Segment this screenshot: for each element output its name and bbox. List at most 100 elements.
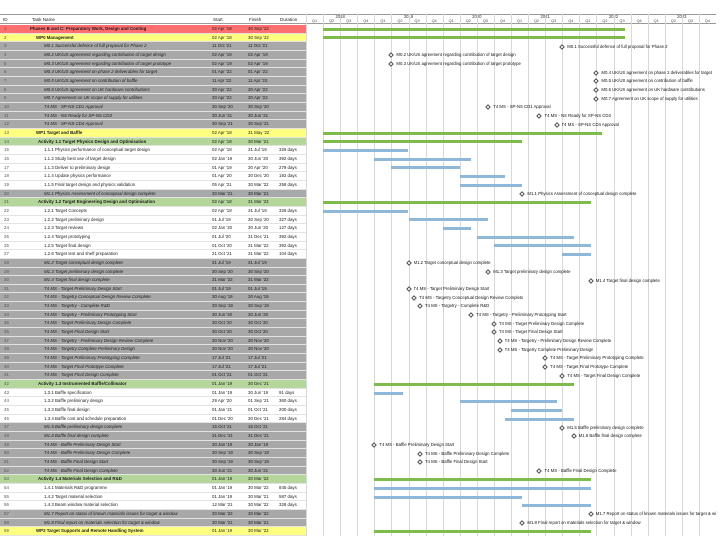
task-row[interactable]: 10 T4 MS - SP-NS CD1 Approval 30 Sep '20 30… xyxy=(0,102,306,112)
task-row[interactable]: 44 1.3.2 Baffle preliminary design 29 Apr … xyxy=(0,397,306,407)
task-bar[interactable] xyxy=(374,495,523,499)
task-row[interactable]: 25 1.2.4 Target prototyping 01 Jul '20 31 D… xyxy=(0,232,306,242)
task-row[interactable]: 11 T4 MS - NS Ready for SP-NS CD3 30 Jun '… xyxy=(0,111,306,121)
milestone-diamond-icon[interactable] xyxy=(388,61,395,67)
summary-bar[interactable] xyxy=(374,530,591,534)
task-row[interactable]: 52 T4 MS - Baffle Final Design Complete 30… xyxy=(0,466,306,476)
task-row[interactable]: 5 M0.3 UK/US agreement regarding contribu… xyxy=(0,59,306,69)
task-row[interactable]: 14 Activity 1.1 Target Physics Design and… xyxy=(0,137,306,147)
milestone-diamond-icon[interactable] xyxy=(417,303,423,310)
task-bar[interactable] xyxy=(476,235,574,239)
task-row[interactable]: 46 1.3.4 Baffle cost and schedule prepara… xyxy=(0,414,306,424)
column-header-id[interactable]: ID xyxy=(0,14,30,24)
task-row[interactable]: 40 T4 MS - Target Final Prototype Complet… xyxy=(0,362,306,372)
milestone-diamond-icon[interactable] xyxy=(388,52,395,59)
milestone-diamond-icon[interactable] xyxy=(559,424,566,431)
task-row[interactable]: 24 1.2.3 Target reviews 02 Jan '20 30 Jun '… xyxy=(0,224,306,233)
milestone-diamond-icon[interactable] xyxy=(417,450,423,457)
task-row[interactable]: 35 T4 MS - Target Preliminary Design Comp… xyxy=(0,319,306,329)
task-row[interactable]: 49 T4 MS - Baffle Preliminary Design Star… xyxy=(0,440,306,450)
task-row[interactable]: 39 T4 MS - Target Preliminary Prototyping… xyxy=(0,354,306,363)
milestone-diamond-icon[interactable] xyxy=(593,87,600,93)
task-bar[interactable] xyxy=(459,175,506,179)
task-row[interactable]: 4 M0.2 UK/US agreement regarding contribu… xyxy=(0,50,306,60)
task-row[interactable]: 59 WP2 Target Supports and Remote Handlin… xyxy=(0,527,306,536)
task-bar[interactable] xyxy=(391,166,460,170)
task-row[interactable]: 42 Activity 1.3 Instrumented Baffle/Colli… xyxy=(0,380,306,389)
milestone-diamond-icon[interactable] xyxy=(519,520,526,526)
task-row[interactable]: 33 T4 MS - Targetry - Complete R&D 30 Sep … xyxy=(0,302,306,311)
task-row[interactable]: 16 1.1.2 Study best use of target design 0… xyxy=(0,154,306,164)
task-row[interactable]: 1 Phases B and C: Preparatory Work, Desig… xyxy=(0,25,306,34)
column-header-finish[interactable]: Finish xyxy=(248,14,279,24)
task-row[interactable]: 9 M0.7 Agreement on UK scope of supply fo… xyxy=(0,94,306,103)
milestone-diamond-icon[interactable] xyxy=(411,294,418,301)
task-row[interactable]: 55 1.4.2 Target material selection 01 Jan … xyxy=(0,492,306,502)
task-row[interactable]: 56 1.4.3 Beam window material selection 12… xyxy=(0,501,306,510)
milestone-diamond-icon[interactable] xyxy=(485,268,492,275)
summary-bar[interactable] xyxy=(323,131,603,135)
task-row[interactable]: 34 T4 MS - Targetry - Preliminary Prototy… xyxy=(0,310,306,320)
task-row[interactable]: 54 1.4.1 Materials R&D programme 01 Jan '1… xyxy=(0,484,306,493)
milestone-diamond-icon[interactable] xyxy=(593,78,600,85)
task-bar[interactable] xyxy=(442,227,472,231)
milestone-diamond-icon[interactable] xyxy=(536,113,543,119)
task-bar[interactable] xyxy=(459,183,523,187)
task-bar[interactable] xyxy=(323,149,409,153)
task-row[interactable]: 38 T4 MS - Targetry Complete Preliminary … xyxy=(0,345,306,355)
task-row[interactable]: 32 T4 MS - Targetry Conceptual Design Rev… xyxy=(0,293,306,303)
task-row[interactable]: 57 M1.7 Report on status of known materia… xyxy=(0,510,306,519)
task-row[interactable]: 48 M1.6 Baffle final design complete 31 De… xyxy=(0,432,306,441)
task-row[interactable]: 47 M1.5 Baffle preliminary design complet… xyxy=(0,423,306,433)
milestone-diamond-icon[interactable] xyxy=(405,286,412,292)
task-row[interactable]: 53 Activity 1.4 Materials Selection and R… xyxy=(0,475,306,485)
task-row[interactable]: 36 T4 MS - Target Final Design Start 30 Oc… xyxy=(0,328,306,337)
milestone-diamond-icon[interactable] xyxy=(405,260,412,267)
milestone-diamond-icon[interactable] xyxy=(371,442,378,448)
task-row[interactable]: 45 1.3.3 Baffle final design 01 Jan '21 01 … xyxy=(0,406,306,415)
task-bar[interactable] xyxy=(562,253,591,257)
summary-bar[interactable] xyxy=(323,140,523,144)
task-row[interactable]: 3 M0.1 Successful defence of full proposa… xyxy=(0,42,306,51)
milestone-diamond-icon[interactable] xyxy=(468,312,474,318)
task-row[interactable]: 12 T4 MS - SP-NS CD4 Approval 30 Sep '21 30… xyxy=(0,120,306,129)
task-row[interactable]: 19 1.1.5 Final target design and physics … xyxy=(0,180,306,190)
milestone-diamond-icon[interactable] xyxy=(542,355,548,362)
task-row[interactable]: 43 1.3.1 Baffle specification 01 Jan '19 30… xyxy=(0,388,306,398)
task-row[interactable]: 51 T4 MS - Baffle Final Design Start 30 Se… xyxy=(0,458,306,467)
milestone-diamond-icon[interactable] xyxy=(542,364,548,370)
task-row[interactable]: 2 WP0 Management 02 Apr '18 30 Sep '22 xyxy=(0,33,306,43)
task-bar[interactable] xyxy=(374,157,472,161)
summary-bar[interactable] xyxy=(323,36,625,40)
task-row[interactable]: 7 M0.5 UK/US agreement on contribution of… xyxy=(0,76,306,86)
task-row[interactable]: 17 1.1.3 Deliver to preliminary design 01 … xyxy=(0,163,306,173)
task-row[interactable]: 13 WP1 Target and Baffle 02 Apr '18 31 May … xyxy=(0,128,306,138)
task-row[interactable]: 26 1.2.5 Target final design 01 Oct '20 31 … xyxy=(0,241,306,251)
task-row[interactable]: 50 T4 MS - Baffle Preliminary Design Comp… xyxy=(0,449,306,459)
milestone-diamond-icon[interactable] xyxy=(496,346,503,353)
milestone-diamond-icon[interactable] xyxy=(593,95,600,102)
task-bar[interactable] xyxy=(493,244,591,248)
task-bar[interactable] xyxy=(459,400,557,404)
milestone-diamond-icon[interactable] xyxy=(485,104,492,111)
task-bar[interactable] xyxy=(408,218,489,222)
task-row[interactable]: 37 T4 MS - Targetry - Preliminary Design … xyxy=(0,336,306,346)
milestone-diamond-icon[interactable] xyxy=(570,433,577,440)
task-bar[interactable] xyxy=(505,417,574,421)
task-row[interactable]: 31 T4 MS - Target Preliminary Design Star… xyxy=(0,284,306,294)
task-row[interactable]: 8 M0.6 UK/US agreement on UK hardware con… xyxy=(0,85,306,95)
task-row[interactable]: 15 1.1.1 Physics performance of conceptua… xyxy=(0,146,306,155)
column-header-start[interactable]: Start xyxy=(212,14,248,24)
task-row[interactable]: 41 T4 MS - Target Final Design Complete 01… xyxy=(0,371,306,381)
milestone-diamond-icon[interactable] xyxy=(519,191,526,197)
milestone-diamond-icon[interactable] xyxy=(559,43,566,50)
task-bar[interactable] xyxy=(374,391,403,395)
milestone-diamond-icon[interactable] xyxy=(593,69,600,76)
summary-bar[interactable] xyxy=(374,478,591,482)
milestone-diamond-icon[interactable] xyxy=(496,338,503,344)
milestone-diamond-icon[interactable] xyxy=(491,320,497,327)
column-header-task-name[interactable]: Task Name xyxy=(30,14,212,24)
summary-bar[interactable] xyxy=(323,201,591,205)
task-row[interactable]: 22 1.2.1 Target Concepts 02 Apr '18 31 Jul … xyxy=(0,206,306,216)
task-bar[interactable] xyxy=(511,408,563,412)
